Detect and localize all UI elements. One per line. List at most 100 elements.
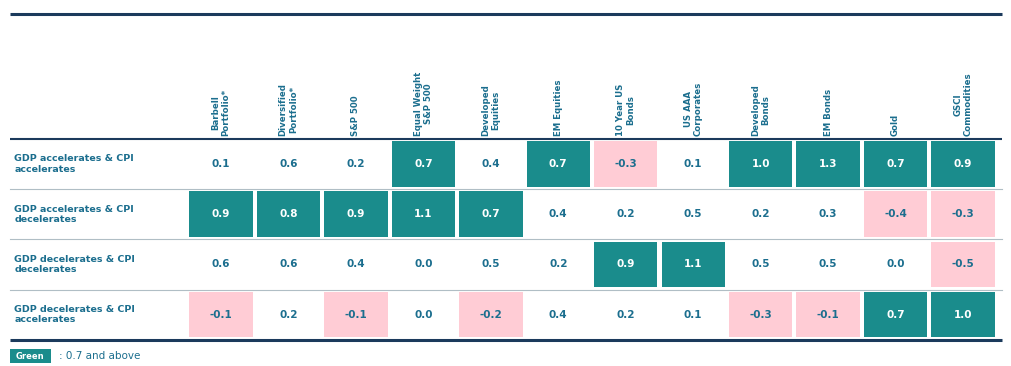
Text: Developed
Bonds: Developed Bonds <box>750 85 769 136</box>
Bar <box>661 191 724 237</box>
Text: -0.1: -0.1 <box>344 310 367 320</box>
Bar <box>459 141 522 187</box>
Bar <box>796 242 859 287</box>
Text: 0.4: 0.4 <box>481 159 499 169</box>
Text: 0.7: 0.7 <box>886 310 904 320</box>
Text: 1.1: 1.1 <box>413 209 432 219</box>
Text: Barbell
Portfolio*: Barbell Portfolio* <box>211 89 231 136</box>
Bar <box>593 242 657 287</box>
Text: 0.0: 0.0 <box>886 259 904 269</box>
Bar <box>459 191 522 237</box>
Bar <box>728 141 792 187</box>
Text: -0.3: -0.3 <box>748 310 771 320</box>
Bar <box>526 141 589 187</box>
Text: Developed
Equities: Developed Equities <box>480 85 500 136</box>
Text: 0.9: 0.9 <box>347 209 365 219</box>
Text: 1.0: 1.0 <box>751 159 769 169</box>
Text: GSCI
Commodities: GSCI Commodities <box>952 72 972 136</box>
Bar <box>257 242 319 287</box>
Text: : 0.7 and above: : 0.7 and above <box>59 351 140 361</box>
Text: -0.3: -0.3 <box>614 159 637 169</box>
Text: -0.5: -0.5 <box>950 259 974 269</box>
Bar <box>459 242 522 287</box>
Text: 0.2: 0.2 <box>347 159 365 169</box>
Text: 0.2: 0.2 <box>616 209 634 219</box>
Bar <box>661 292 724 337</box>
Bar <box>257 292 319 337</box>
Text: 0.0: 0.0 <box>413 259 432 269</box>
Text: 0.7: 0.7 <box>481 209 499 219</box>
Text: Diversified
Portfolio*: Diversified Portfolio* <box>278 83 298 136</box>
Text: 0.6: 0.6 <box>279 159 297 169</box>
Bar <box>189 191 253 237</box>
Text: 0.5: 0.5 <box>751 259 769 269</box>
Bar <box>257 141 319 187</box>
Bar <box>526 242 589 287</box>
Text: 0.7: 0.7 <box>886 159 904 169</box>
Text: 0.5: 0.5 <box>481 259 499 269</box>
Bar <box>189 141 253 187</box>
Text: S&P 500: S&P 500 <box>351 96 360 136</box>
Text: Green: Green <box>16 352 44 361</box>
Text: US AAA
Corporates: US AAA Corporates <box>682 82 703 136</box>
Bar <box>593 292 657 337</box>
Text: 0.5: 0.5 <box>818 259 836 269</box>
Bar <box>391 191 455 237</box>
Bar <box>459 292 522 337</box>
Bar <box>930 242 994 287</box>
Text: -0.2: -0.2 <box>479 310 501 320</box>
Text: Gold: Gold <box>891 114 899 136</box>
Text: 0.4: 0.4 <box>346 259 365 269</box>
Bar <box>324 191 387 237</box>
Bar <box>10 349 51 363</box>
Bar <box>593 191 657 237</box>
Text: -0.1: -0.1 <box>816 310 839 320</box>
Text: Equal Weight
S&P 500: Equal Weight S&P 500 <box>413 72 433 136</box>
Bar <box>391 292 455 337</box>
Bar <box>863 191 926 237</box>
Text: 0.2: 0.2 <box>549 259 567 269</box>
Text: 0.0: 0.0 <box>413 310 432 320</box>
Text: 0.2: 0.2 <box>279 310 297 320</box>
Text: 0.3: 0.3 <box>818 209 836 219</box>
Text: GDP accelerates & CPI
decelerates: GDP accelerates & CPI decelerates <box>14 205 133 224</box>
Text: 0.2: 0.2 <box>751 209 769 219</box>
Bar <box>324 242 387 287</box>
Bar <box>863 242 926 287</box>
Text: 1.0: 1.0 <box>953 310 972 320</box>
Text: -0.4: -0.4 <box>884 209 906 219</box>
Text: EM Equities: EM Equities <box>553 80 562 136</box>
Bar <box>796 292 859 337</box>
Bar <box>324 141 387 187</box>
Text: 0.9: 0.9 <box>616 259 634 269</box>
Text: 0.7: 0.7 <box>413 159 433 169</box>
Text: -0.3: -0.3 <box>950 209 974 219</box>
Bar <box>526 191 589 237</box>
Text: 0.6: 0.6 <box>279 259 297 269</box>
Bar <box>257 191 319 237</box>
Bar <box>593 141 657 187</box>
Text: 0.1: 0.1 <box>683 159 702 169</box>
Bar <box>728 242 792 287</box>
Text: GDP decelerates & CPI
accelerates: GDP decelerates & CPI accelerates <box>14 305 134 324</box>
Bar <box>661 242 724 287</box>
Text: 0.1: 0.1 <box>683 310 702 320</box>
Bar <box>391 141 455 187</box>
Text: 0.2: 0.2 <box>616 310 634 320</box>
Text: 0.9: 0.9 <box>953 159 972 169</box>
Bar <box>863 141 926 187</box>
Bar <box>391 242 455 287</box>
Text: 0.4: 0.4 <box>548 209 567 219</box>
Bar <box>930 292 994 337</box>
Bar <box>728 191 792 237</box>
Text: 0.6: 0.6 <box>211 259 229 269</box>
Text: 1.3: 1.3 <box>818 159 836 169</box>
Bar <box>526 292 589 337</box>
Bar <box>189 242 253 287</box>
Text: 0.1: 0.1 <box>211 159 229 169</box>
Bar <box>796 191 859 237</box>
Bar <box>796 141 859 187</box>
Bar <box>189 292 253 337</box>
Bar <box>863 292 926 337</box>
Text: GDP decelerates & CPI
decelerates: GDP decelerates & CPI decelerates <box>14 255 134 274</box>
